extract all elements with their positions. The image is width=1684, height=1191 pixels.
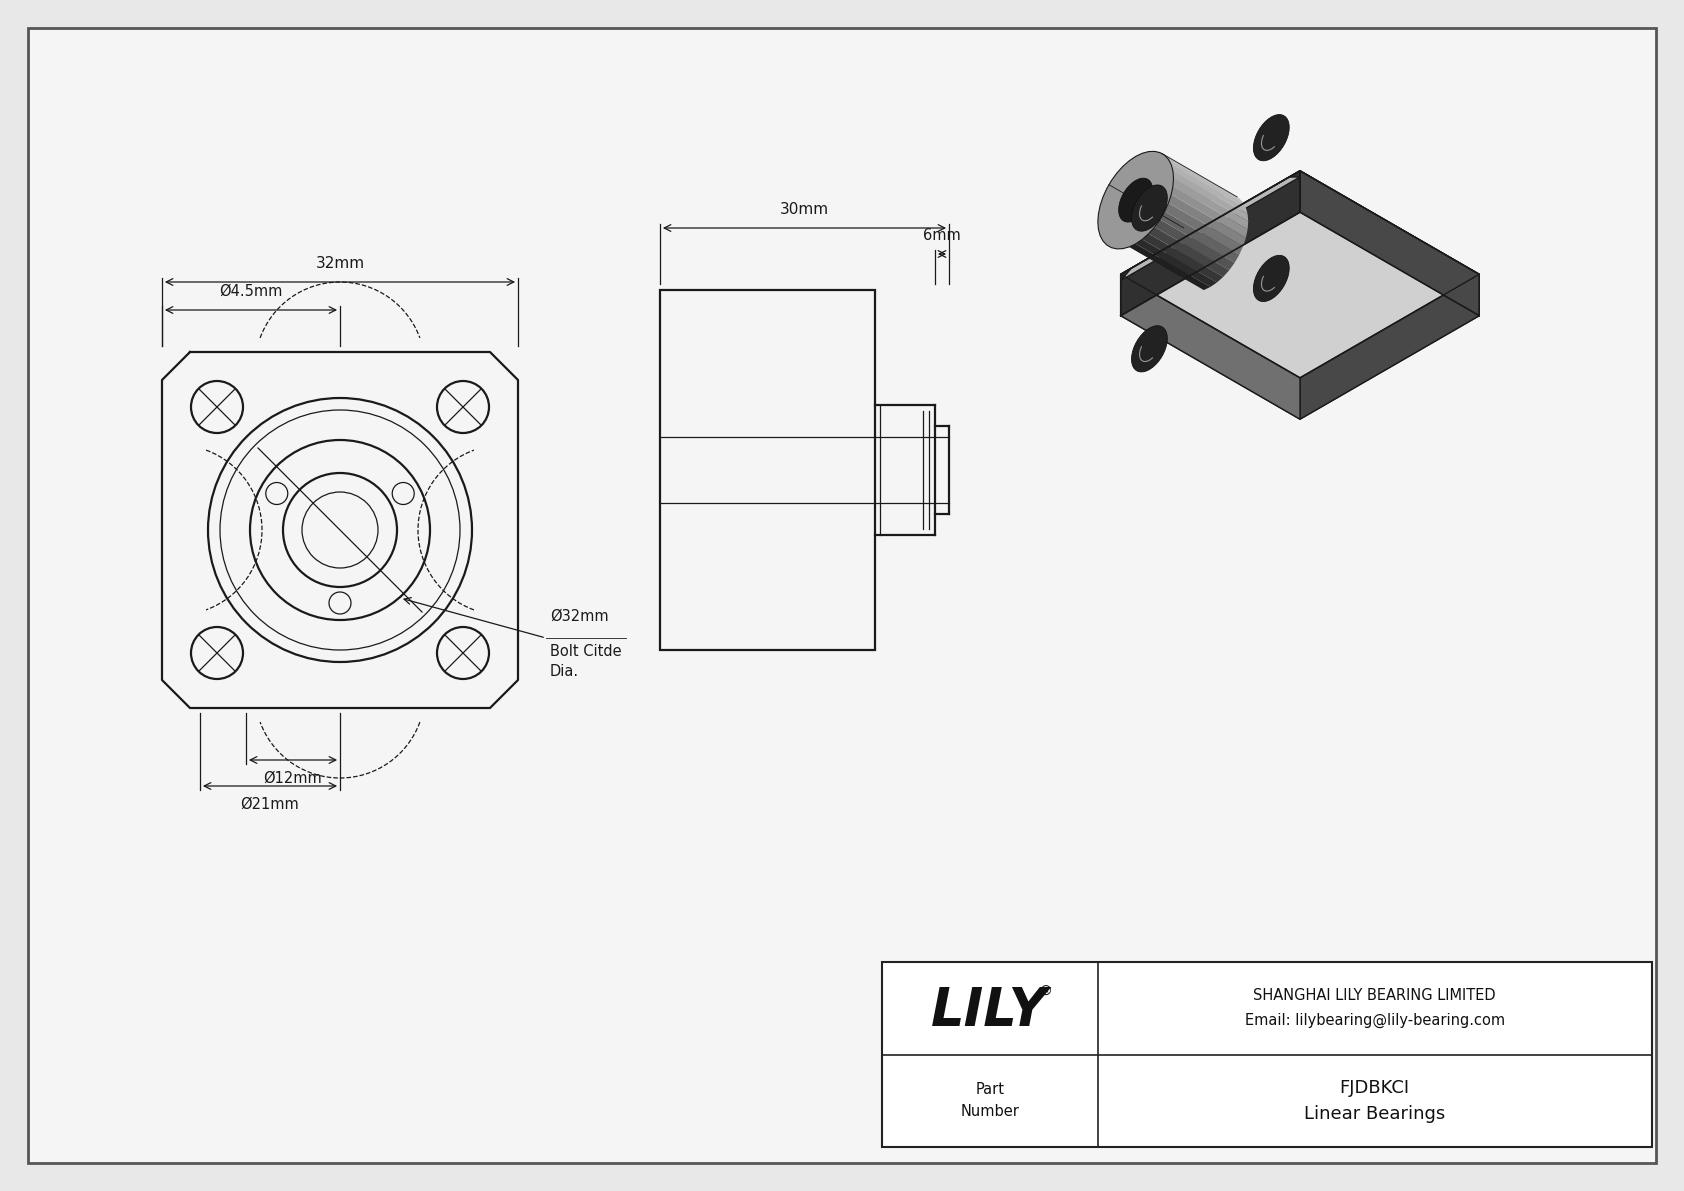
Polygon shape <box>1160 212 1239 263</box>
Text: SHANGHAI LILY BEARING LIMITED
Email: lilybearing@lily-bearing.com: SHANGHAI LILY BEARING LIMITED Email: lil… <box>1244 989 1505 1028</box>
Polygon shape <box>1122 170 1300 316</box>
Polygon shape <box>1128 244 1211 291</box>
Text: 6mm: 6mm <box>923 227 962 243</box>
Polygon shape <box>1148 227 1229 276</box>
Text: Ø32mm: Ø32mm <box>551 609 608 624</box>
Polygon shape <box>1122 274 1300 419</box>
Bar <box>882 962 1652 1147</box>
Polygon shape <box>1132 325 1167 372</box>
Polygon shape <box>1148 151 1229 194</box>
Polygon shape <box>1300 274 1479 419</box>
Polygon shape <box>1122 170 1479 378</box>
Polygon shape <box>1165 202 1243 255</box>
Text: Ø4.5mm: Ø4.5mm <box>219 283 283 299</box>
Bar <box>660 289 876 650</box>
Text: Part
Number: Part Number <box>960 1083 1019 1120</box>
Polygon shape <box>1174 172 1248 222</box>
Polygon shape <box>1300 170 1479 316</box>
Polygon shape <box>1098 151 1174 249</box>
Text: Bolt Citde: Bolt Citde <box>551 644 621 659</box>
Text: LILY: LILY <box>931 985 1047 1037</box>
Polygon shape <box>1172 164 1248 214</box>
Text: 30mm: 30mm <box>780 202 829 217</box>
Text: FJDBKCI
Linear Bearings: FJDBKCI Linear Bearings <box>1303 1079 1445 1123</box>
Polygon shape <box>1160 152 1239 199</box>
Polygon shape <box>1128 156 1211 204</box>
Text: Ø12mm: Ø12mm <box>264 771 322 786</box>
Polygon shape <box>1142 233 1223 282</box>
Polygon shape <box>1172 186 1248 238</box>
Polygon shape <box>1132 185 1167 231</box>
Polygon shape <box>1142 151 1223 197</box>
Polygon shape <box>1118 179 1154 222</box>
Polygon shape <box>1169 160 1246 207</box>
Polygon shape <box>1135 154 1218 200</box>
Polygon shape <box>1169 194 1246 247</box>
Text: 32mm: 32mm <box>315 256 364 272</box>
Polygon shape <box>1174 179 1248 230</box>
Polygon shape <box>1155 219 1234 270</box>
Polygon shape <box>1135 239 1218 287</box>
Polygon shape <box>1253 114 1290 161</box>
Polygon shape <box>1122 177 1300 281</box>
Polygon shape <box>1155 151 1234 195</box>
Text: ®: ® <box>1037 985 1052 999</box>
Polygon shape <box>1253 255 1290 301</box>
Text: Ø21mm: Ø21mm <box>241 797 300 812</box>
Polygon shape <box>1165 155 1243 202</box>
Text: Dia.: Dia. <box>551 665 579 679</box>
Polygon shape <box>1122 212 1479 419</box>
